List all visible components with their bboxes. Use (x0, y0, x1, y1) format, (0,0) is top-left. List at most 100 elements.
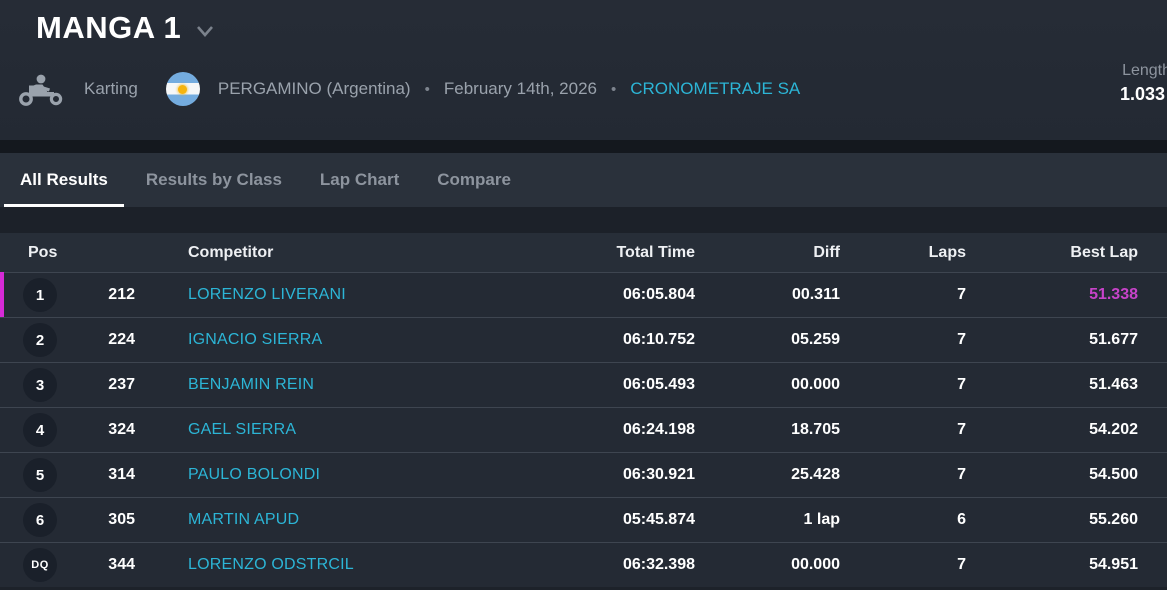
laps-count: 7 (957, 331, 966, 348)
tabs-table-gap (0, 207, 1167, 233)
competitor-cell: BENJAMIN REIN (155, 376, 577, 394)
diff-value: 00.311 (791, 286, 840, 303)
column-header-total-time: Total Time (616, 243, 695, 261)
date-label: February 14th, 2026 (443, 79, 597, 98)
best-lap: 54.202 (1089, 421, 1138, 438)
diff-value: 25.428 (791, 466, 840, 483)
position-badge: DQ (23, 548, 57, 582)
competitor-link[interactable]: IGNACIO SIERRA (188, 331, 323, 348)
competitor-link[interactable]: GAEL SIERRA (188, 421, 297, 438)
competitor-link[interactable]: PAULO BOLONDI (188, 466, 321, 483)
timekeeper-link[interactable]: CRONOMETRAJE SA (630, 79, 801, 98)
position-badge: 4 (23, 413, 57, 447)
laps-count: 7 (957, 421, 966, 438)
kart-number: 344 (108, 556, 135, 573)
column-header-best-lap: Best Lap (1070, 243, 1138, 261)
header-divider-strip (0, 140, 1167, 153)
chevron-down-icon[interactable] (195, 24, 215, 38)
column-header-laps: Laps (928, 243, 966, 261)
competitor-link[interactable]: LORENZO LIVERANI (188, 286, 346, 303)
position-cell: DQ (0, 548, 90, 582)
laps-count: 7 (957, 556, 966, 573)
position-badge: 6 (23, 503, 57, 537)
table-body: 1 212 LORENZO LIVERANI 06:05.804 00.311 7 51.3… (0, 272, 1167, 587)
diff-value: 00.000 (791, 376, 840, 393)
total-time: 06:05.804 (622, 286, 695, 303)
position-badge: 2 (23, 323, 57, 357)
competitor-cell: PAULO BOLONDI (155, 466, 577, 484)
position-badge: 1 (23, 278, 57, 312)
table-row: DQ 344 LORENZO ODSTRCIL 06:32.398 00.000 7 54.… (0, 542, 1167, 587)
track-length: Length 1.033 (1118, 62, 1167, 105)
title-row: MANGA 1 (0, 0, 1167, 46)
position-cell: 5 (0, 458, 90, 492)
best-lap: 51.677 (1089, 331, 1138, 348)
position-cell: 2 (0, 323, 90, 357)
total-time: 06:30.921 (622, 466, 695, 483)
best-lap: 55.260 (1089, 511, 1138, 528)
tab-all-results[interactable]: All Results (4, 153, 124, 207)
argentina-flag-icon (165, 72, 200, 106)
tab-results-by-class[interactable]: Results by Class (145, 170, 282, 189)
diff-value: 00.000 (791, 556, 840, 573)
position-badge: 3 (23, 368, 57, 402)
tab-lap-chart[interactable]: Lap Chart (319, 170, 400, 189)
kart-number: 212 (108, 286, 135, 303)
location-label: PERGAMINO (Argentina) (217, 79, 411, 98)
laps-count: 7 (957, 376, 966, 393)
total-time: 06:32.398 (622, 556, 695, 573)
position-cell: 6 (0, 503, 90, 537)
page-title: MANGA 1 (36, 10, 182, 45)
laps-count: 6 (957, 511, 966, 528)
length-label: Length (1122, 62, 1167, 79)
competitor-cell: LORENZO ODSTRCIL (155, 556, 577, 574)
position-cell: 3 (0, 368, 90, 402)
best-lap: 51.463 (1089, 376, 1138, 393)
length-value: 1.033 (1119, 84, 1165, 104)
flag-sun (178, 84, 188, 94)
diff-value: 1 lap (803, 511, 840, 528)
laps-count: 7 (957, 466, 966, 483)
total-time: 06:05.493 (622, 376, 695, 393)
kart-number: 305 (108, 511, 135, 528)
total-time: 06:24.198 (622, 421, 695, 438)
competitor-cell: LORENZO LIVERANI (155, 286, 577, 304)
kart-number: 224 (108, 331, 135, 348)
karting-icon (18, 72, 64, 106)
table-row: 6 305 MARTIN APUD 05:45.874 1 lap 6 55.260 (0, 497, 1167, 542)
competitor-link[interactable]: MARTIN APUD (188, 511, 300, 528)
table-header-row: Pos Competitor Total Time Diff Laps Best… (0, 233, 1167, 272)
competitor-cell: GAEL SIERRA (155, 421, 577, 439)
meta-separator: • (424, 80, 430, 98)
kart-number: 237 (108, 376, 135, 393)
position-cell: 4 (0, 413, 90, 447)
kart-number: 314 (108, 466, 135, 483)
event-meta: Karting PERGAMINO (Argentina) • February… (0, 72, 1167, 106)
competitor-cell: IGNACIO SIERRA (155, 331, 577, 349)
total-time: 05:45.874 (622, 511, 695, 528)
tabs-bar: All Results Results by Class Lap Chart Comp… (0, 153, 1167, 207)
event-header: MANGA 1 Karting PERGAMINO (Ar (0, 0, 1167, 140)
table-row: 5 314 PAULO BOLONDI 06:30.921 25.428 7 54.500 (0, 452, 1167, 497)
sport-label: Karting (84, 79, 138, 98)
competitor-link[interactable]: BENJAMIN REIN (188, 376, 315, 393)
best-lap: 51.338 (1089, 286, 1138, 303)
column-header-diff: Diff (813, 243, 840, 261)
meta-separator: • (610, 80, 617, 98)
table-row: 1 212 LORENZO LIVERANI 06:05.804 00.311 7 51.3… (0, 272, 1167, 317)
position-cell: 1 (0, 278, 90, 312)
table-row: 3 237 BENJAMIN REIN 06:05.493 00.000 7 51.463 (0, 362, 1167, 407)
competitor-link[interactable]: LORENZO ODSTRCIL (188, 556, 354, 573)
laps-count: 7 (957, 286, 966, 303)
kart-number: 324 (108, 421, 135, 438)
best-lap: 54.951 (1089, 556, 1138, 573)
competitor-cell: MARTIN APUD (155, 511, 577, 529)
column-header-pos: Pos (28, 243, 58, 261)
position-badge: 5 (23, 458, 57, 492)
table-row: 2 224 IGNACIO SIERRA 06:10.752 05.259 7 51.677 (0, 317, 1167, 362)
best-lap: 54.500 (1089, 466, 1138, 483)
diff-value: 18.705 (791, 421, 840, 438)
tab-compare[interactable]: Compare (437, 170, 511, 189)
column-header-competitor: Competitor (188, 243, 274, 261)
diff-value: 05.259 (791, 331, 840, 348)
